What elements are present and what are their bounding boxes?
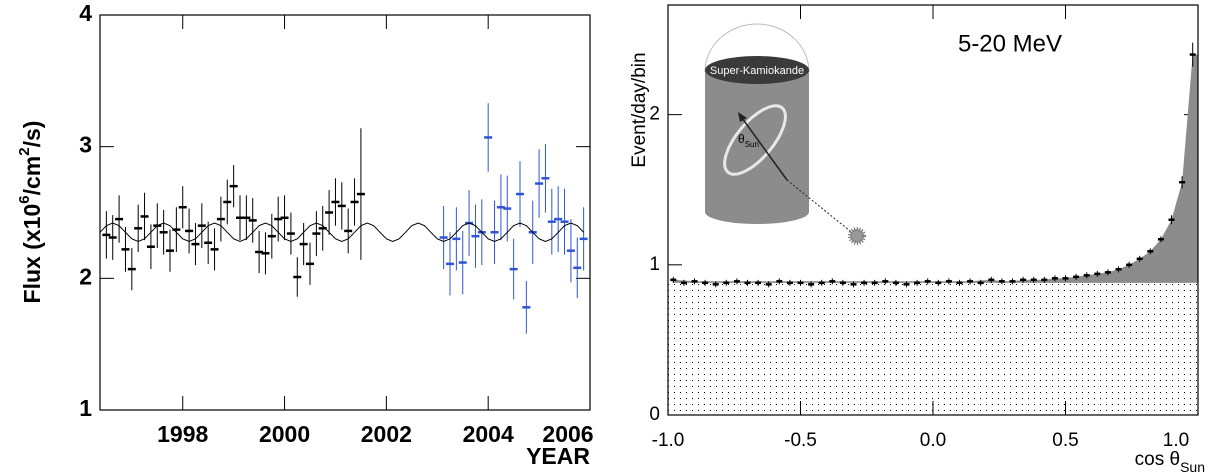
model-curve <box>99 222 584 243</box>
x-tick-label: 2002 <box>361 421 412 447</box>
x-tick-label: 0.5 <box>1052 430 1078 451</box>
y-tick-label: 4 <box>79 0 92 26</box>
y-tick-label: 0 <box>649 404 660 425</box>
inset-title: Super-Kamiokande <box>710 65 804 77</box>
y-tick-label: 1 <box>79 395 92 421</box>
x-tick-label: 0.0 <box>920 430 946 451</box>
y-tick-label: 2 <box>649 104 660 125</box>
y-axis-label: Event/day/bin <box>629 52 650 167</box>
panel: 0 1 2 -1.0 -0.5 0.0 0.5 1.0 <box>649 4 1199 451</box>
signal-area <box>673 54 1198 283</box>
angle-label: θSun <box>738 132 759 148</box>
annotation: 5-20 MeV <box>958 30 1062 57</box>
plot-frame <box>99 14 591 411</box>
x-axis-label: cos θSun <box>1135 449 1205 472</box>
x-tick-label: 2000 <box>259 421 310 447</box>
x-tick-label: -0.5 <box>784 430 817 451</box>
plot-frame <box>667 4 1199 416</box>
panel: 1 2 3 4 1998 2000 2002 2004 2006 <box>79 0 593 447</box>
background-region <box>668 282 1198 415</box>
x-tick-label: 1.0 <box>1163 430 1189 451</box>
y-axis-label: Flux (x106/cm2/s) <box>16 121 45 304</box>
x-tick-label: -1.0 <box>652 430 685 451</box>
x-axis-label: YEAR <box>526 443 590 469</box>
x-tick-label: 2006 <box>542 421 593 447</box>
x-tick-label: 2004 <box>463 421 514 447</box>
y-tick-label: 3 <box>79 132 92 158</box>
detector-inset: Super-Kamiokande θSun <box>704 23 866 245</box>
y-tick-label: 1 <box>649 254 660 275</box>
y-tick-label: 2 <box>79 263 92 289</box>
x-tick-label: 1998 <box>157 421 208 447</box>
